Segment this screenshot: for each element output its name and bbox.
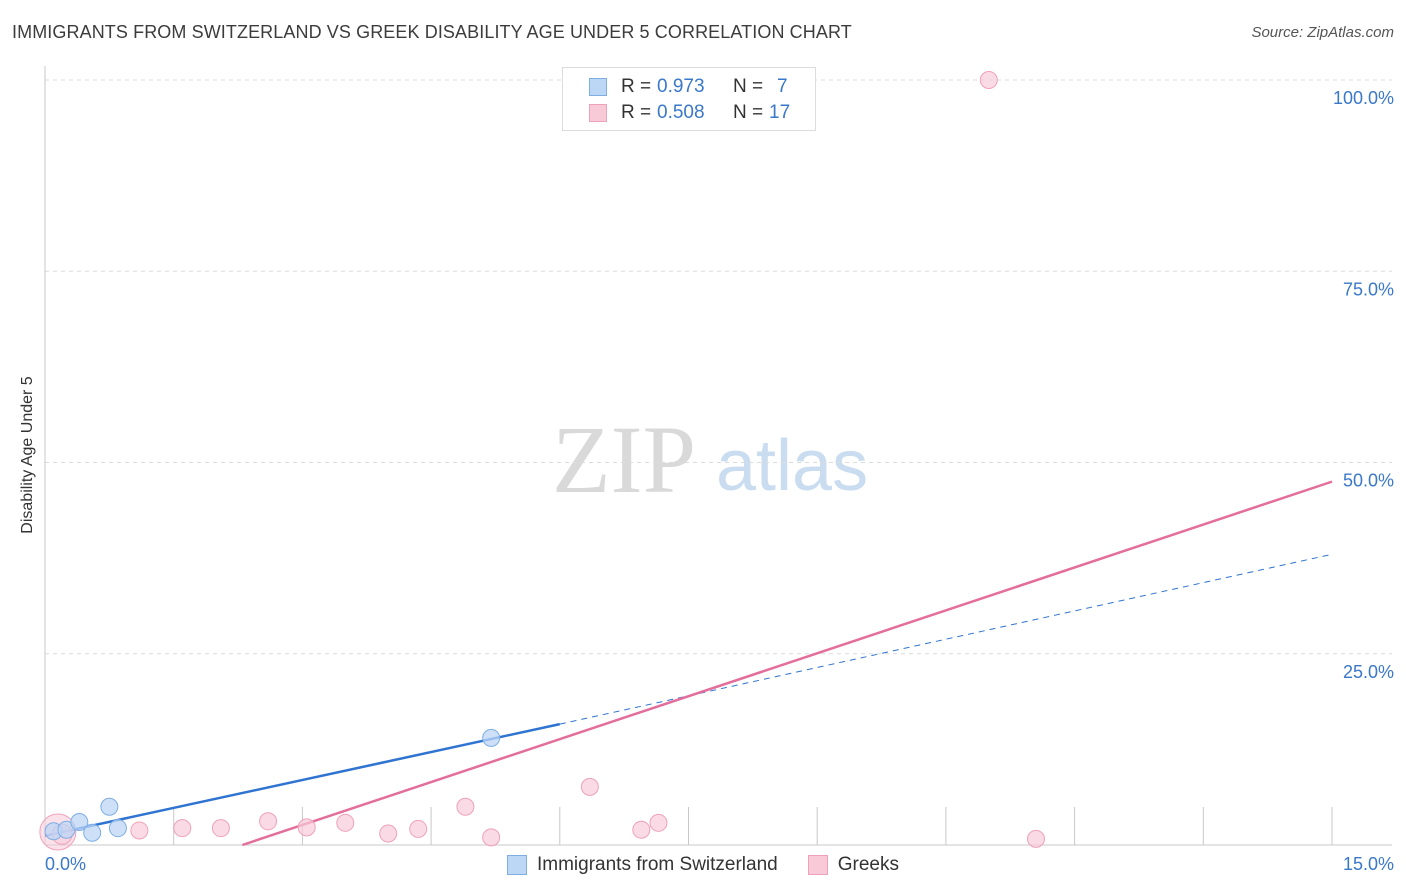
series-legend: Immigrants from Switzerland Greeks — [0, 852, 1406, 878]
greek-point — [649, 813, 668, 832]
chart-title: IMMIGRANTS FROM SWITZERLAND VS GREEK DIS… — [12, 22, 852, 42]
tick-labels: 25.0% 50.0% 75.0% 100.0% 0.0% 15.0% — [45, 88, 1394, 874]
y-tick-label: 25.0% — [1343, 662, 1394, 682]
x-tick-label: 15.0% — [1343, 854, 1394, 874]
stats-row-greek: R = 0.508 N = 17 — [563, 100, 790, 126]
greek-point — [409, 819, 428, 838]
swiss-point — [100, 797, 119, 816]
legend-swatch-greeks — [807, 855, 828, 875]
axes — [44, 66, 1392, 846]
legend-label-swiss: Immigrants from Switzerland — [537, 854, 778, 875]
greek-point — [211, 819, 230, 838]
greek-point — [632, 820, 651, 839]
greek-point — [580, 777, 599, 796]
grid-lines — [45, 79, 1392, 655]
legend-swatch-swiss — [507, 855, 527, 875]
swiss-point — [108, 819, 127, 838]
greek-point — [979, 71, 998, 89]
watermark-zip: ZIP — [552, 406, 696, 513]
r-label: R = — [621, 102, 652, 123]
y-tick-label: 50.0% — [1343, 471, 1394, 491]
r-value: 0.508 — [657, 102, 705, 123]
r-value: 0.973 — [657, 76, 705, 97]
y-tick-label: 75.0% — [1343, 279, 1394, 299]
greek-point — [379, 824, 398, 843]
stats-legend-box: R = 0.973 N = 7 R = 0.508 N = 17 — [562, 67, 816, 131]
trend-lines — [44, 480, 1333, 847]
y-tick-label: 100.0% — [1333, 88, 1394, 108]
r-label: R = — [621, 76, 652, 97]
n-label: N = — [733, 102, 764, 123]
greek-point — [130, 821, 149, 840]
swiss-point — [70, 813, 89, 832]
greek-swatch — [589, 104, 607, 122]
n-value: 17 — [769, 102, 791, 123]
greek-point — [259, 812, 278, 831]
greek-point — [336, 813, 355, 832]
greek-point — [482, 828, 501, 847]
stats-row-swiss: R = 0.973 N = 7 — [563, 74, 788, 100]
greek-point — [173, 819, 192, 838]
legend-item-greeks[interactable]: Greeks — [807, 854, 899, 876]
swiss-trend-extension — [559, 553, 1333, 725]
watermark-atlas: atlas — [716, 426, 868, 506]
greek-trend-line — [241, 480, 1333, 847]
n-value: 7 — [777, 76, 788, 97]
source-label: Source: ZipAtlas.com — [1251, 24, 1394, 41]
greek-point — [1026, 829, 1045, 848]
greek-point — [297, 818, 316, 837]
data-points — [39, 71, 1045, 851]
n-label: N = — [733, 76, 764, 97]
legend-item-swiss[interactable]: Immigrants from Switzerland — [507, 854, 778, 876]
swiss-trend-line — [44, 722, 561, 838]
watermark: ZIP atlas — [552, 406, 868, 513]
swiss-point — [83, 823, 102, 842]
greek-point — [456, 797, 475, 816]
swiss-point — [482, 728, 501, 747]
legend-label-greeks: Greeks — [837, 854, 899, 875]
x-tick-label: 0.0% — [45, 854, 86, 874]
swiss-swatch — [589, 78, 607, 96]
